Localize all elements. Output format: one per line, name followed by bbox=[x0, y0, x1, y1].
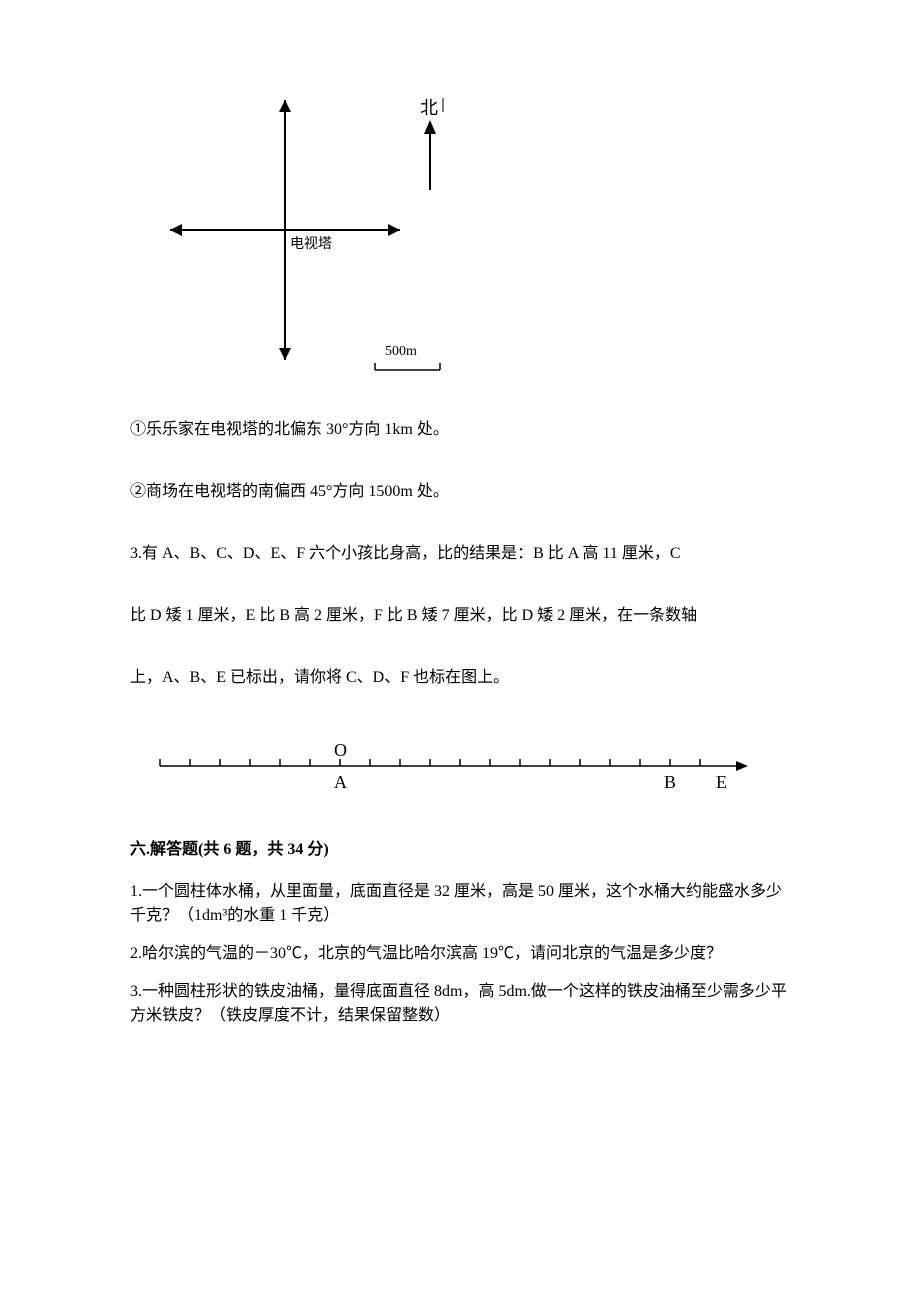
origin-label: 电视塔 bbox=[290, 236, 332, 252]
sub-question-1: ①乐乐家在电视塔的北偏东 30°方向 1km 处。 bbox=[130, 418, 790, 442]
question-3-line3: 上，A、B、E 已标出，请你将 C、D、F 也标在图上。 bbox=[130, 666, 790, 690]
numberline-label-E: E bbox=[716, 772, 727, 792]
question-6-2: 2.哈尔滨的气温的－30℃，北京的气温比哈尔滨高 19℃，请问北京的气温是多少度… bbox=[130, 942, 790, 966]
compass-diagram: 电视塔 北 500m bbox=[140, 80, 790, 380]
question-6-3: 3.一种圆柱形状的铁皮油桶，量得底面直径 8dm，高 5dm.做一个这样的铁皮油… bbox=[130, 980, 790, 1028]
numberline-label-O: O bbox=[334, 740, 347, 760]
question-3-line1: 3.有 A、B、C、D、E、F 六个小孩比身高，比的结果是：B 比 A 高 11… bbox=[130, 542, 790, 566]
question-6-1: 1.一个圆柱体水桶，从里面量，底面直径是 32 厘米，高是 50 厘米，这个水桶… bbox=[130, 880, 790, 928]
sub-question-2: ②商场在电视塔的南偏西 45°方向 1500m 处。 bbox=[130, 480, 790, 504]
compass-svg: 电视塔 北 500m bbox=[140, 80, 480, 380]
question-3-line2: 比 D 矮 1 厘米，E 比 B 高 2 厘米，F 比 B 矮 7 厘米，比 D… bbox=[130, 604, 790, 628]
scale-label: 500m bbox=[385, 344, 417, 359]
north-label: 北 bbox=[420, 98, 438, 118]
section-6-heading: 六.解答题(共 6 题，共 34 分) bbox=[130, 838, 790, 862]
number-line-diagram: O A B E bbox=[130, 728, 790, 808]
number-line-svg: O A B E bbox=[130, 728, 770, 808]
numberline-label-A: A bbox=[334, 772, 347, 792]
numberline-label-B: B bbox=[664, 772, 676, 792]
